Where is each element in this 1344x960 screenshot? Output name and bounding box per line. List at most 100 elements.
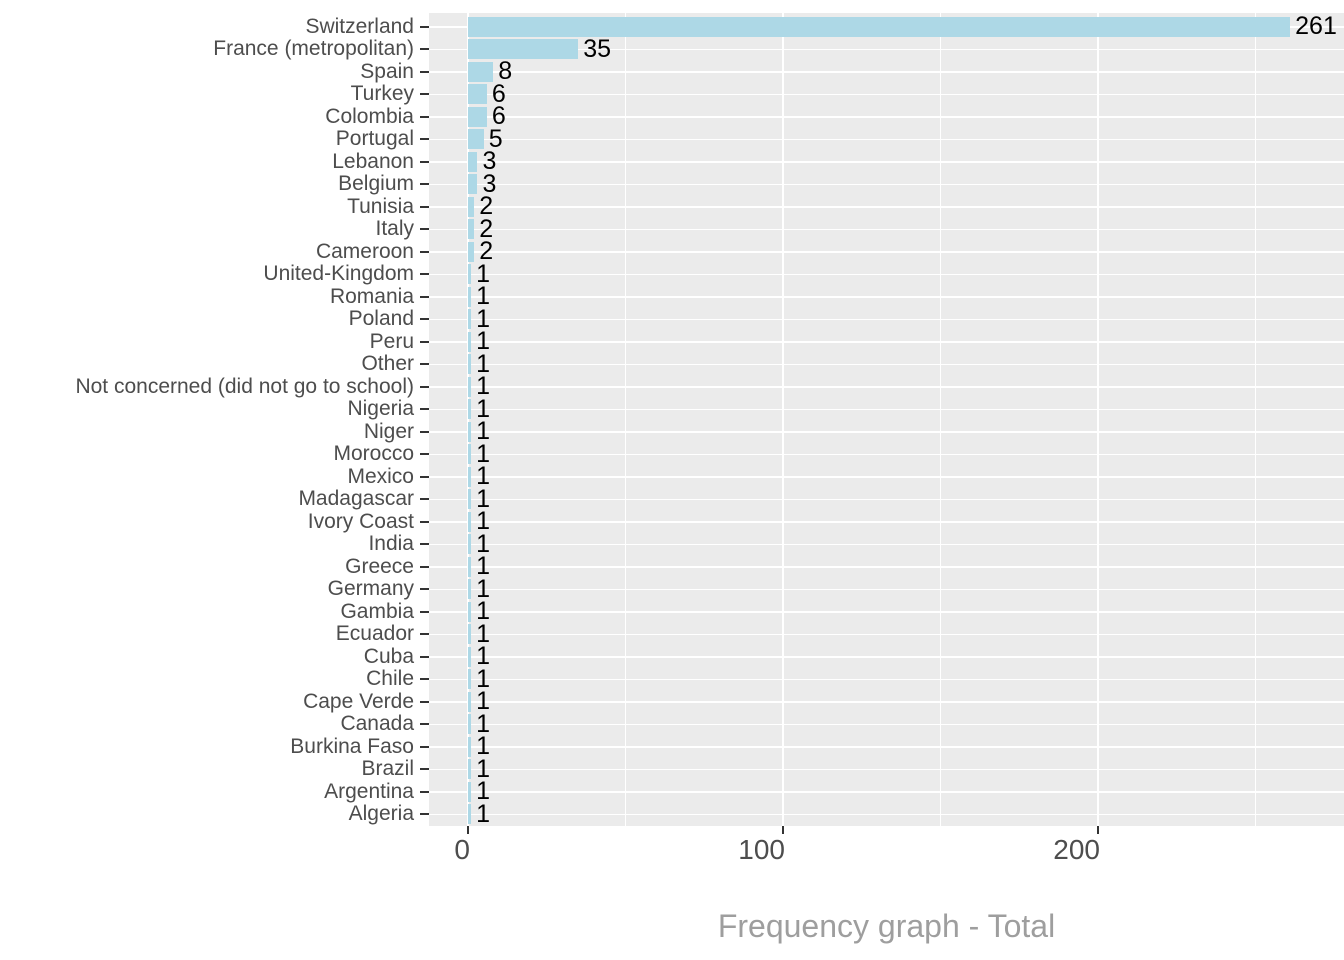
y-axis-tick [420, 678, 429, 681]
bar [468, 669, 472, 690]
bar-value-label: 1 [476, 349, 491, 378]
category-gridline [429, 363, 1344, 365]
bar [468, 511, 472, 532]
minor-gridline [624, 13, 627, 826]
category-gridline [429, 723, 1344, 725]
y-axis-tick [420, 115, 429, 118]
bar-value-label: 35 [583, 34, 612, 63]
bar [468, 781, 472, 802]
y-axis-label: Spain [360, 59, 414, 83]
y-axis-label: Nigeria [347, 397, 414, 421]
bar-value-label: 1 [476, 664, 491, 693]
category-gridline [429, 701, 1344, 703]
bar [468, 624, 472, 645]
y-axis-tick [420, 93, 429, 96]
category-gridline [429, 498, 1344, 500]
bar-value-label: 1 [476, 372, 491, 401]
bar-value-label: 1 [476, 507, 491, 536]
category-gridline [429, 273, 1344, 275]
bar-value-label: 8 [498, 57, 513, 86]
category-gridline [429, 768, 1344, 770]
bar [468, 556, 472, 577]
y-axis-label: Belgium [338, 172, 414, 196]
x-axis-tick [467, 826, 469, 834]
y-axis-tick [420, 700, 429, 703]
y-axis-tick [420, 408, 429, 411]
y-axis-label: Switzerland [305, 14, 414, 38]
y-axis-tick [420, 430, 429, 433]
category-gridline [429, 228, 1344, 230]
y-axis-label: Cape Verde [303, 689, 414, 713]
category-gridline [429, 71, 1344, 73]
category-gridline [429, 206, 1344, 208]
y-axis-label: India [368, 532, 414, 556]
y-axis-tick [420, 48, 429, 51]
bar [468, 286, 472, 307]
y-axis-label: Turkey [350, 82, 414, 106]
bar-value-label: 1 [476, 484, 491, 513]
y-axis-label: Lebanon [332, 149, 414, 173]
bar-value-label: 1 [476, 417, 491, 446]
y-axis-tick [420, 183, 429, 186]
y-axis-tick [420, 70, 429, 73]
bar-value-label: 1 [476, 709, 491, 738]
bar [468, 16, 1291, 37]
y-axis-label: Poland [348, 307, 414, 331]
major-gridline [1097, 13, 1099, 826]
bar-value-label: 2 [479, 214, 494, 243]
y-axis-label: Other [361, 352, 414, 376]
category-gridline [429, 116, 1344, 118]
bar [468, 736, 472, 757]
y-axis-tick [420, 453, 429, 456]
y-axis-label: Italy [375, 217, 414, 241]
bar-value-label: 1 [476, 304, 491, 333]
bar [468, 39, 579, 60]
bar-value-label: 1 [476, 327, 491, 356]
category-gridline [429, 566, 1344, 568]
category-gridline [429, 341, 1344, 343]
y-axis-label: Madagascar [298, 487, 414, 511]
bar [468, 219, 475, 240]
bar [468, 489, 472, 510]
bar-value-label: 1 [476, 282, 491, 311]
bar [468, 61, 494, 82]
bar-value-label: 1 [476, 687, 491, 716]
y-axis-tick [420, 565, 429, 568]
category-gridline [429, 431, 1344, 433]
category-gridline [429, 656, 1344, 658]
y-axis-tick [420, 295, 429, 298]
category-gridline [429, 138, 1344, 140]
bar [468, 151, 478, 172]
y-axis-tick [420, 543, 429, 546]
category-gridline [429, 453, 1344, 455]
bar-value-label: 3 [482, 169, 497, 198]
category-gridline [429, 408, 1344, 410]
y-axis-label: United-Kingdom [263, 262, 414, 286]
bar [468, 354, 472, 375]
category-gridline [429, 791, 1344, 793]
category-gridline [429, 746, 1344, 748]
y-axis-tick [420, 385, 429, 388]
category-gridline [429, 678, 1344, 680]
bar-value-label: 1 [476, 754, 491, 783]
y-axis-tick [420, 318, 429, 321]
category-gridline [429, 588, 1344, 590]
chart-title: Frequency graph - Total [717, 908, 1056, 944]
bar-value-label: 1 [476, 529, 491, 558]
category-gridline [429, 161, 1344, 163]
bar [468, 309, 472, 330]
major-gridline [467, 13, 469, 826]
bar-value-label: 261 [1295, 12, 1337, 41]
y-axis-label: Cuba [363, 644, 414, 668]
y-axis-label: Portugal [335, 127, 414, 151]
y-axis-tick [420, 250, 429, 253]
category-gridline [429, 543, 1344, 545]
y-axis-tick [420, 205, 429, 208]
bar [468, 691, 472, 712]
y-axis-tick [420, 588, 429, 591]
category-gridline [429, 633, 1344, 635]
y-axis-label: Greece [345, 554, 414, 578]
y-axis-label: Colombia [325, 104, 414, 128]
y-axis-tick [420, 633, 429, 636]
